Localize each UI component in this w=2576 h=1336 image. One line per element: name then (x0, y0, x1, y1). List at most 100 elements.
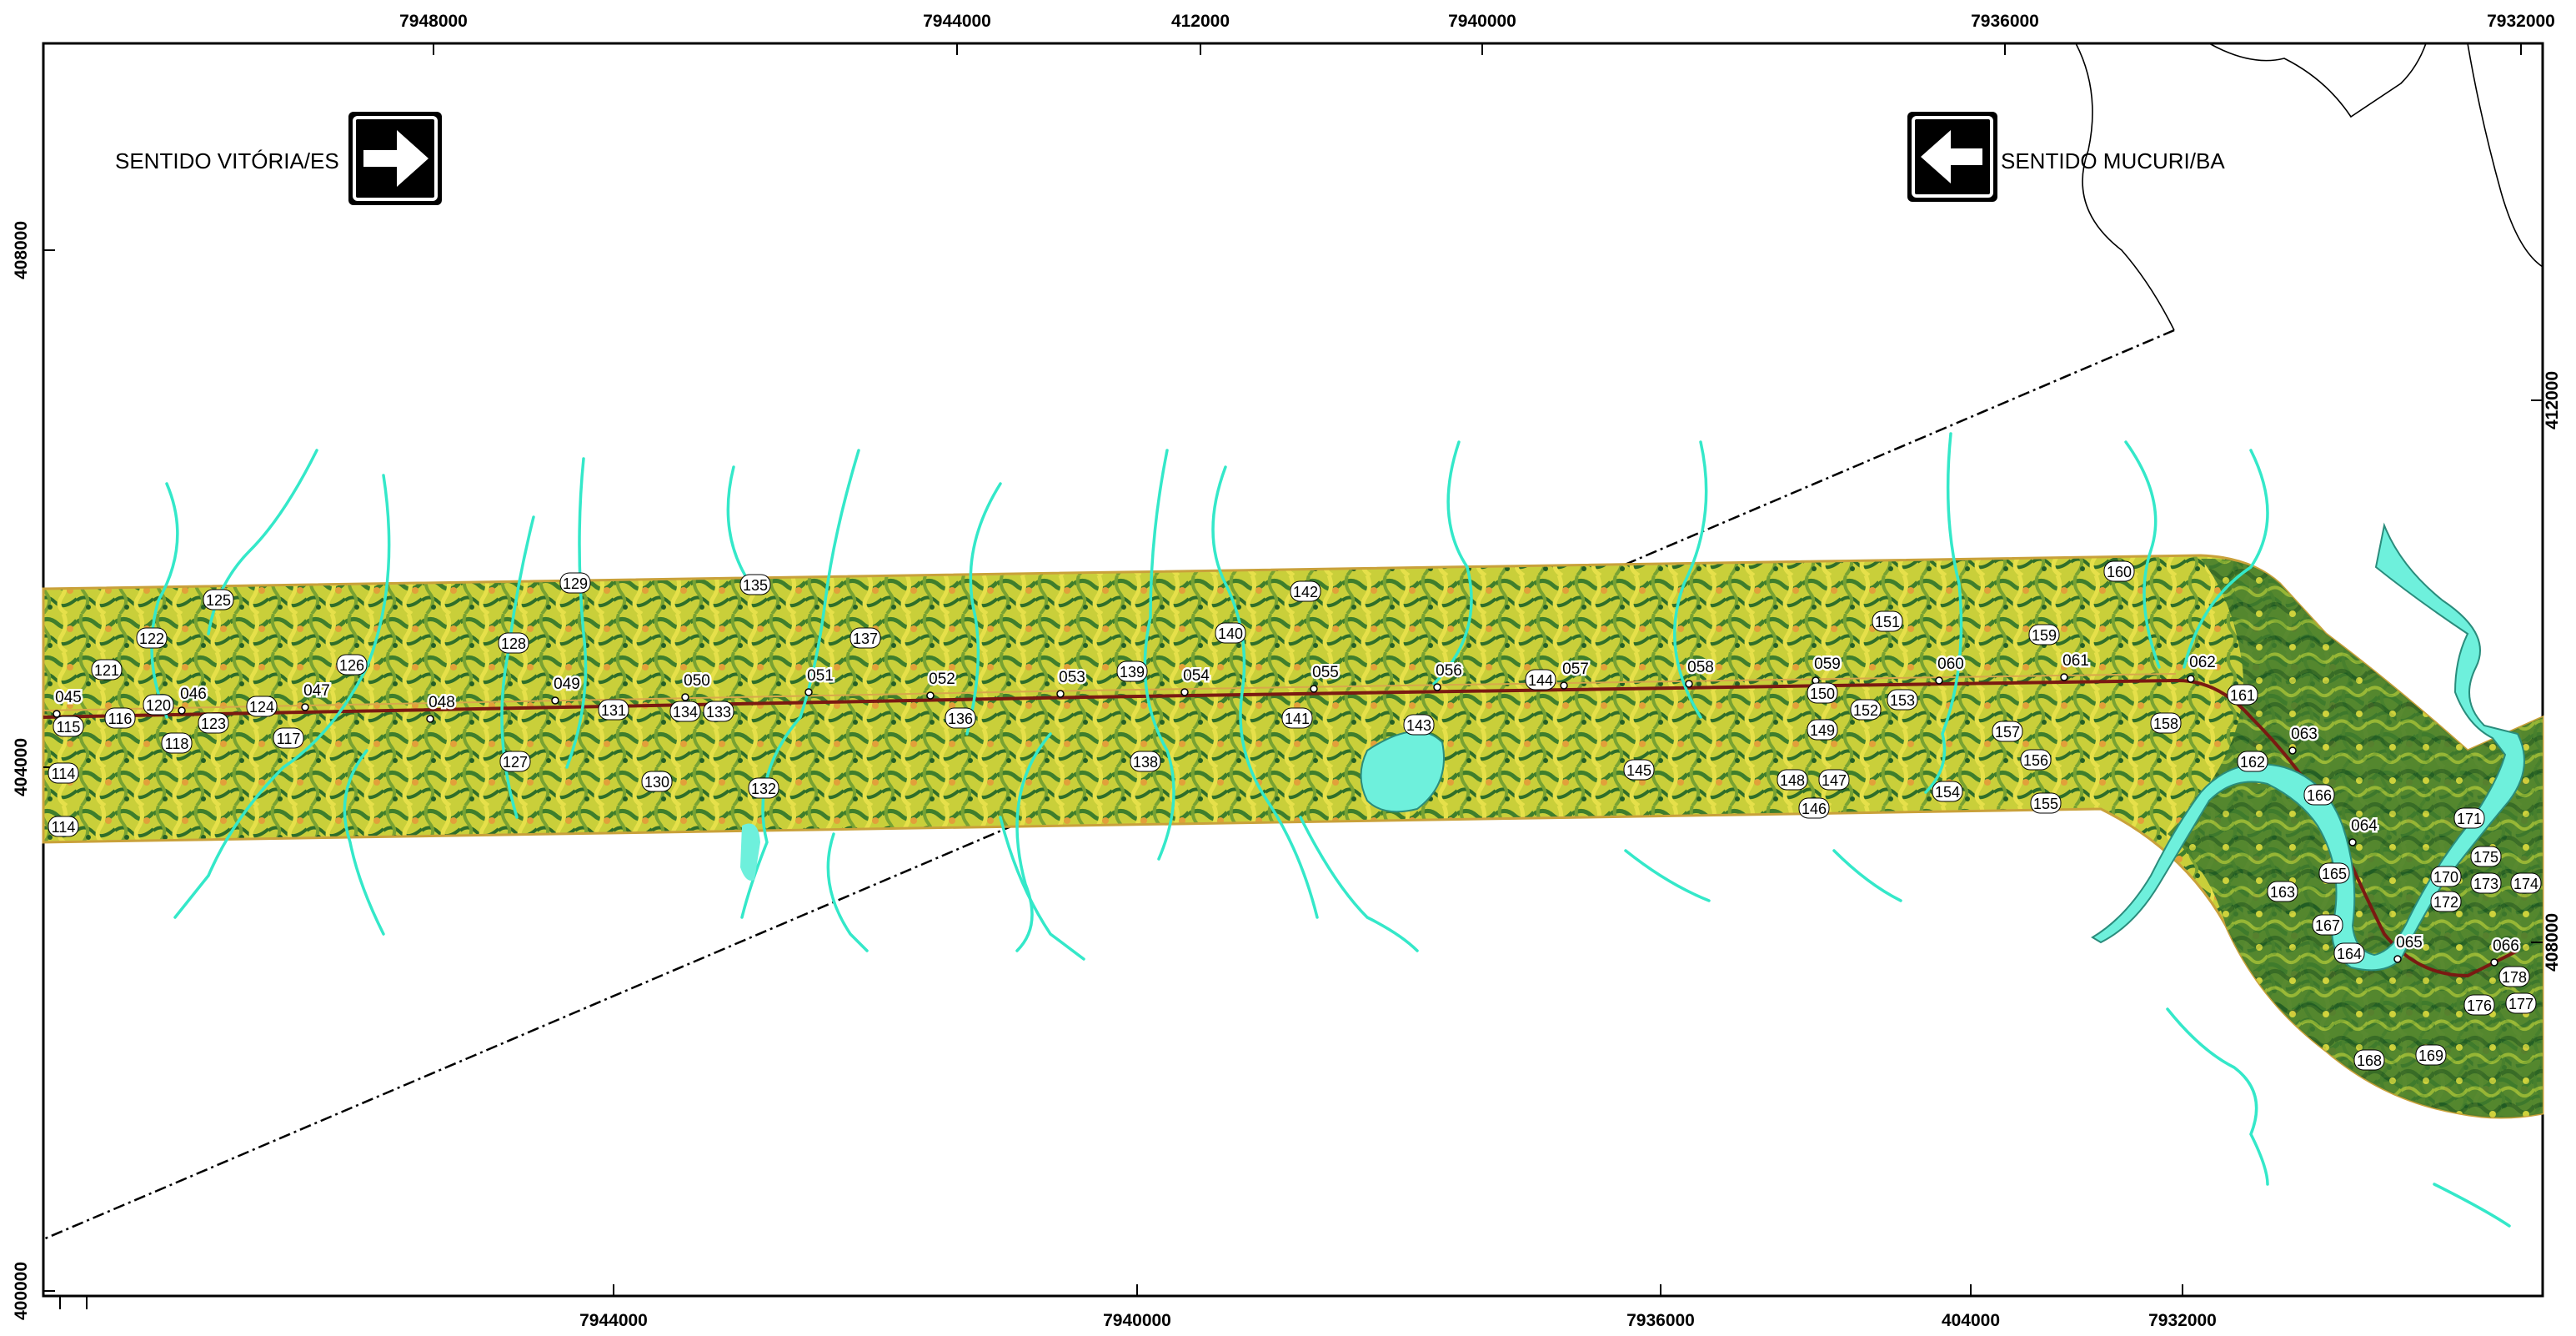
km-marker-dot (178, 706, 186, 715)
stream-label-badge (136, 627, 168, 649)
stream-label: 163 (2270, 884, 2295, 901)
stream-label-badge (1992, 721, 2023, 742)
stream-labels: 114 114 115 116 117 118 120 121 122 123 124 125 126 1… (48, 560, 2542, 1071)
left-axis-label: 408000 (12, 221, 31, 279)
stream-label: 121 (94, 662, 119, 679)
stream-label-badge (2020, 749, 2052, 771)
stream-label-badge (1281, 707, 1313, 729)
left-axis-label: 404000 (12, 738, 31, 796)
stream-label: 128 (501, 635, 526, 652)
km-marker-label: 052 (929, 671, 955, 688)
stream-label-badge (2333, 942, 2365, 964)
km-marker-label: 049 (554, 676, 580, 693)
stream-label: 136 (948, 711, 973, 727)
stream-label-badge (198, 712, 229, 734)
highway-edge (43, 673, 2177, 711)
km-marker-label: 046 (180, 686, 207, 703)
stream-label-badge (1130, 751, 1161, 772)
stream-label: 158 (2153, 716, 2178, 732)
km-marker-label: 055 (1312, 664, 1339, 681)
stream-label-badge (1872, 610, 1903, 632)
stream-label-badge (2030, 792, 2062, 814)
stream-label-badge (1932, 781, 1963, 802)
stream-label: 146 (1802, 801, 1827, 817)
stream-label: 162 (2240, 754, 2265, 771)
stream-label: 143 (1406, 717, 1431, 734)
km-marker-label: 054 (1183, 667, 1210, 685)
stream-label: 176 (2467, 997, 2492, 1014)
stream-label: 117 (277, 731, 301, 747)
stream-label-badge (336, 654, 368, 676)
km-marker-label: 047 (303, 682, 330, 700)
stream-label-badge (2353, 1049, 2385, 1071)
stream-label: 134 (673, 704, 698, 721)
stream-label-badge (945, 707, 976, 729)
km-marker-dot (1180, 688, 1189, 696)
right-axis-label: 408000 (2543, 913, 2562, 972)
stream-label-badge (1290, 580, 1321, 602)
stream-label-badge (1807, 682, 1838, 704)
arrow-right-icon (347, 110, 444, 207)
km-marker-label: 060 (1937, 655, 1964, 673)
stream-label-badge (2505, 992, 2537, 1014)
stream-label-badge (143, 694, 174, 716)
km-marker-dot (551, 696, 559, 705)
stream-label-badge (559, 572, 591, 594)
km-marker-dot (1433, 683, 1441, 691)
stream-label: 157 (1995, 724, 2020, 741)
km-marker-dot (2490, 958, 2498, 967)
stream-label: 154 (1935, 784, 1960, 801)
direction-label-mucuri: SENTIDO MUCURI/BA (2001, 148, 2225, 173)
stream-label: 170 (2433, 869, 2458, 886)
stream-label: 114 (52, 819, 76, 836)
stream-label-badge (2415, 1044, 2447, 1066)
stream-label: 147 (1822, 772, 1847, 789)
stream-label: 159 (2032, 627, 2057, 644)
top-axis-label: 412000 (1171, 12, 1230, 31)
km-marker-label: 066 (2493, 937, 2519, 955)
stream-label: 145 (1626, 762, 1651, 779)
km-marker-label: 064 (2351, 817, 2378, 835)
stream-label-badge (273, 727, 304, 749)
stream-label-badge (498, 632, 529, 654)
stream-label-badge (1818, 769, 1850, 791)
stream-label-badge (161, 732, 193, 754)
pond (740, 823, 760, 881)
stream-label: 141 (1285, 711, 1310, 727)
coordinate-grid: 7948000 7944000 412000 7940000 7936000 793200… (12, 12, 2562, 1330)
stream-label: 172 (2433, 894, 2458, 911)
stream-label-badge (641, 771, 673, 792)
stream-label: 173 (2473, 876, 2498, 892)
stream-label-badge (1525, 669, 1556, 691)
stream-label-badge (2510, 872, 2542, 894)
km-marker-label: 063 (2291, 726, 2318, 743)
stream-label-badge (1215, 622, 1246, 644)
top-axis-label: 7948000 (399, 12, 468, 31)
terrain-dark-zone (2168, 558, 2543, 1118)
top-axis-label: 7936000 (1971, 12, 2039, 31)
stream-label: 161 (2230, 687, 2255, 704)
stream-label: 124 (249, 699, 274, 716)
stream-label: 171 (2457, 811, 2482, 827)
stream-label-badge (1403, 714, 1435, 736)
stream-label: 144 (1528, 672, 1553, 689)
stream-label-badge (48, 816, 79, 837)
stream-label: 153 (1890, 692, 1915, 709)
top-axis-label: 7944000 (923, 12, 991, 31)
stream-label: 150 (1810, 686, 1835, 702)
stream-label-badge (1850, 699, 1882, 721)
km-marker-dot (2393, 955, 2402, 963)
stream-label: 131 (601, 702, 626, 719)
stream-label: 166 (2307, 787, 2332, 804)
stream-label-badge (2303, 784, 2335, 806)
stream-label: 114 (52, 766, 76, 782)
stream-label-badge (2463, 994, 2495, 1016)
km-marker-label: 051 (807, 667, 834, 685)
left-axis-label: 400000 (12, 1262, 31, 1320)
km-marker-label: 048 (428, 694, 455, 711)
km-marker-label: 065 (2396, 934, 2423, 952)
stream-label-badge (2470, 846, 2502, 867)
stream-label-badge (2498, 966, 2530, 987)
stream-label: 177 (2508, 996, 2533, 1012)
stream-label-badge (499, 751, 531, 772)
